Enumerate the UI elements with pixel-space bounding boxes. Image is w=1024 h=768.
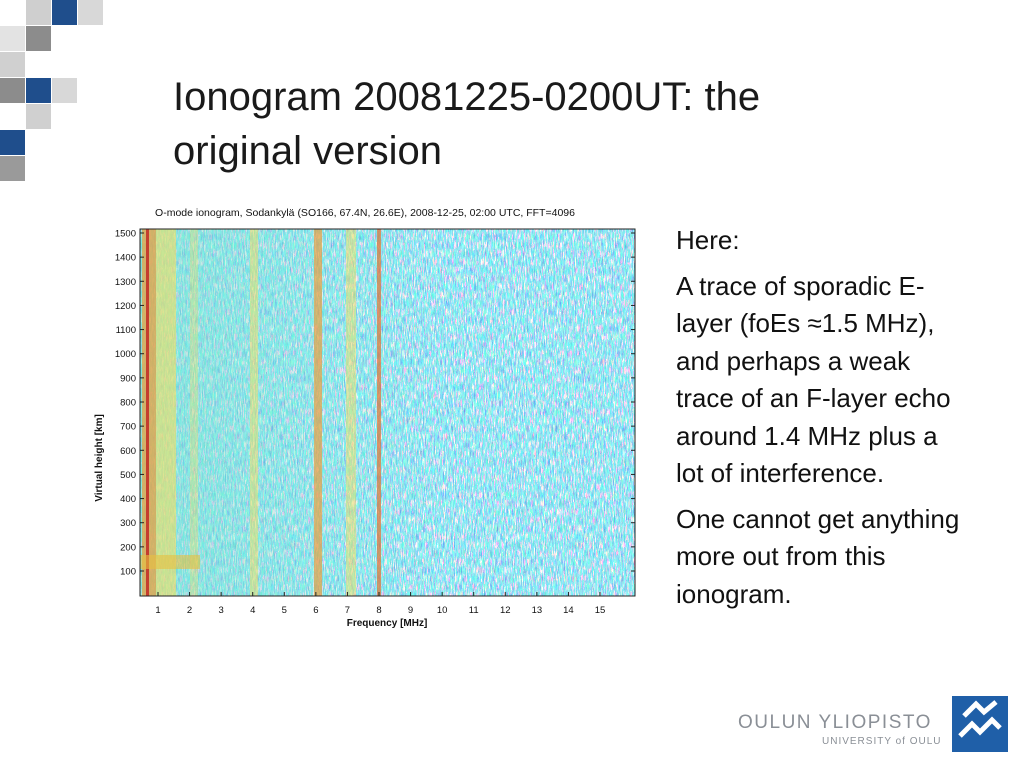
x-tick-label: 5 [282,605,287,616]
y-tick-label: 600 [120,446,136,457]
y-tick-label: 800 [120,398,136,409]
x-tick-label: 2 [187,605,192,616]
y-tick-label: 1000 [115,349,136,360]
square [0,78,25,103]
x-tick-label: 15 [595,605,606,616]
paragraph: One cannot get anything more out from th… [676,503,960,609]
paragraph: A trace of sporadic E-layer (foEs ≈1.5 M… [676,270,951,489]
x-tick-label: 11 [469,605,479,616]
y-tick-label: 1500 [115,229,136,240]
paragraph: Here: [676,225,740,255]
stripe [190,229,198,596]
square [52,0,77,25]
y-tick-label: 1200 [115,301,136,312]
square [26,104,51,129]
slide-title: Ionogram 20081225-0200UT: the original v… [173,75,761,173]
x-tick-label: 6 [313,605,318,616]
y-tick-label: 1400 [115,253,136,264]
y-tick-label: 1300 [115,277,136,288]
stripe [346,229,356,596]
x-tick-label: 12 [500,605,511,616]
square [52,78,77,103]
square [26,26,51,51]
y-label: Virtual height [km] [94,414,105,502]
x-tick-label: 9 [408,605,413,616]
logo-mark [952,696,1008,752]
stripe [146,229,149,596]
y-tick-label: 700 [120,422,136,433]
square [0,26,25,51]
body-text: Here: A trace of sporadic E-layer (foEs … [676,222,966,621]
plot-frame [139,228,636,597]
x-label: Frequency [MHz] [347,618,428,629]
x-tick-label: 14 [563,605,574,616]
square [26,78,51,103]
y-tick-label: 200 [120,542,136,553]
logo-subname: UNIVERSITY of OULU [822,736,942,747]
x-tick-label: 7 [345,605,350,616]
y-tick-label: 1100 [116,325,136,336]
y-tick-label: 500 [120,470,136,481]
ionogram: O-mode ionogram, Sodankylä (SO166, 67.4N… [94,207,636,629]
figure-title: O-mode ionogram, Sodankylä (SO166, 67.4N… [155,207,575,219]
stripe [156,229,176,596]
stripe [250,229,258,596]
wash [140,229,440,596]
corner-squares [0,0,103,181]
stripe [314,229,322,596]
logo-glyph [958,700,1002,738]
logo-name: OULUN YLIOPISTO [738,712,932,733]
square [0,156,25,181]
square [78,0,103,25]
x-tick-label: 1 [155,605,160,616]
square [26,0,51,25]
square [0,52,25,77]
plot-area [139,228,636,597]
es-trace [140,555,200,569]
square [0,130,25,155]
ticks: 100 200 300 400 500 600 700 800 900 1000 1100 1200 1… [115,229,635,616]
stripe [377,229,381,596]
y-tick-label: 100 [120,567,136,578]
y-tick-label: 900 [120,373,136,384]
x-tick-label: 4 [250,605,255,616]
x-tick-label: 13 [532,605,543,616]
y-tick-label: 400 [120,494,136,505]
logo-bg [952,696,1008,752]
y-tick-label: 300 [120,518,136,529]
x-tick-label: 3 [218,605,223,616]
x-tick-label: 10 [437,605,448,616]
x-tick-label: 8 [376,605,381,616]
